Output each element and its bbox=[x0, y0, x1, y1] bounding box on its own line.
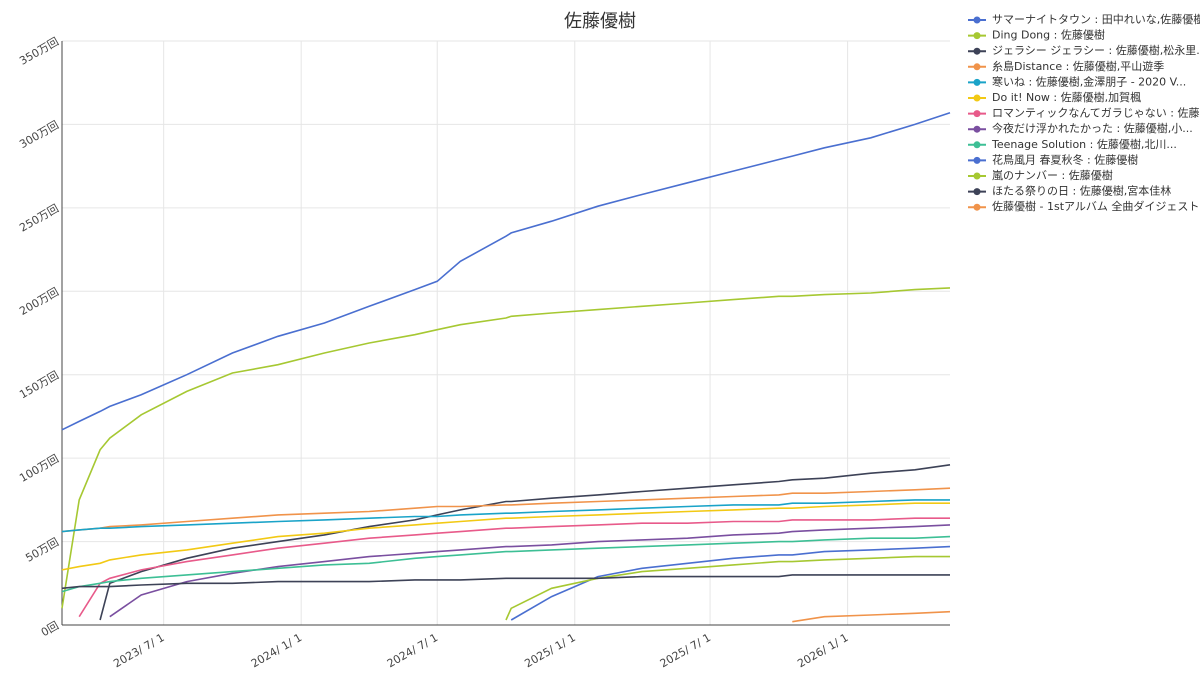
x-tick-label: 2025/ 7/ 1 bbox=[658, 631, 713, 670]
legend-label: 糸島Distance : 佐藤優樹,平山遊季 bbox=[992, 59, 1164, 73]
series-line bbox=[61, 502, 950, 571]
legend-marker bbox=[973, 94, 981, 102]
y-tick-label: 0回 bbox=[39, 619, 61, 639]
y-tick-label: 350万回 bbox=[17, 35, 61, 68]
y-tick-label: 250万回 bbox=[17, 202, 61, 235]
legend-item[interactable]: 寒いね : 佐藤優樹,金澤朋子 - 2020 V... bbox=[968, 74, 1186, 88]
legend-item[interactable]: Do it! Now : 佐藤優樹,加賀楓 bbox=[968, 90, 1141, 104]
legend-marker bbox=[973, 78, 981, 86]
series-line bbox=[61, 111, 951, 431]
legend-label: ほたる祭りの日 : 佐藤優樹,宮本佳林 bbox=[992, 184, 1171, 198]
legend-label: 寒いね : 佐藤優樹,金澤朋子 - 2020 V... bbox=[992, 74, 1186, 88]
chart-title: 佐藤優樹 bbox=[564, 11, 636, 32]
legend-marker bbox=[973, 32, 981, 40]
legend-label: Do it! Now : 佐藤優樹,加賀楓 bbox=[992, 90, 1141, 104]
legend-item[interactable]: 佐藤優樹 - 1stアルバム 全曲ダイジェスト bbox=[968, 199, 1199, 213]
series-line bbox=[792, 610, 951, 623]
legend-marker bbox=[973, 125, 981, 133]
x-tick-label: 2024/ 7/ 1 bbox=[385, 631, 440, 670]
y-tick-label: 50万回 bbox=[23, 536, 61, 565]
legend-item[interactable]: ジェラシー ジェラシー : 佐藤優樹,松永里... bbox=[968, 43, 1200, 57]
series-line bbox=[61, 487, 951, 533]
legend-item[interactable]: Teenage Solution : 佐藤優樹,北川... bbox=[968, 137, 1177, 151]
legend-item[interactable]: 花鳥風月 春夏秋冬 : 佐藤優樹 bbox=[968, 152, 1138, 166]
legend-label: ジェラシー ジェラシー : 佐藤優樹,松永里... bbox=[992, 43, 1200, 57]
legend-item[interactable]: Ding Dong : 佐藤優樹 bbox=[968, 28, 1105, 42]
y-tick-label: 200万回 bbox=[17, 285, 61, 318]
legend-marker bbox=[973, 172, 981, 180]
legend-label: 嵐のナンバー : 佐藤優樹 bbox=[992, 168, 1113, 182]
x-tick-label: 2023/ 7/ 1 bbox=[111, 631, 166, 670]
legend-item[interactable]: ロマンティックなんてガラじゃない : 佐藤... bbox=[968, 106, 1200, 120]
legend-item[interactable]: 嵐のナンバー : 佐藤優樹 bbox=[968, 168, 1113, 182]
legend-item[interactable]: ほたる祭りの日 : 佐藤優樹,宮本佳林 bbox=[968, 184, 1171, 198]
legend-label: サマーナイトタウン : 田中れいな,佐藤優樹 bbox=[992, 12, 1200, 26]
series-line bbox=[61, 499, 950, 533]
legend-label: 今夜だけ浮かれたかった : 佐藤優樹,小... bbox=[992, 121, 1193, 135]
legend-label: Teenage Solution : 佐藤優樹,北川... bbox=[991, 137, 1177, 151]
legend-marker bbox=[973, 188, 981, 196]
series-line bbox=[61, 574, 950, 590]
x-tick-label: 2024/ 1/ 1 bbox=[249, 631, 304, 670]
legend-marker bbox=[973, 110, 981, 118]
y-tick-label: 100万回 bbox=[17, 452, 61, 485]
legend-item[interactable]: 今夜だけ浮かれたかった : 佐藤優樹,小... bbox=[968, 121, 1193, 135]
legend-item[interactable]: サマーナイトタウン : 田中れいな,佐藤優樹 bbox=[968, 12, 1200, 26]
legend-marker bbox=[973, 16, 981, 24]
legend-label: 佐藤優樹 - 1stアルバム 全曲ダイジェスト bbox=[992, 199, 1199, 213]
legend-marker bbox=[973, 203, 981, 211]
y-tick-label: 150万回 bbox=[17, 369, 61, 402]
legend-marker bbox=[973, 156, 981, 164]
series-line bbox=[78, 517, 950, 618]
x-tick-label: 2025/ 1/ 1 bbox=[522, 631, 577, 670]
legend-marker bbox=[973, 141, 981, 149]
series-line bbox=[505, 555, 950, 621]
legend-label: ロマンティックなんてガラじゃない : 佐藤... bbox=[992, 106, 1200, 120]
legend-item[interactable]: 糸島Distance : 佐藤優樹,平山遊季 bbox=[968, 59, 1164, 73]
legend-marker bbox=[973, 47, 981, 55]
legend-label: 花鳥風月 春夏秋冬 : 佐藤優樹 bbox=[992, 152, 1138, 166]
series-line bbox=[61, 535, 951, 593]
series-line bbox=[99, 464, 951, 621]
legend-marker bbox=[973, 63, 981, 71]
x-tick-label: 2026/ 1/ 1 bbox=[795, 631, 850, 670]
legend-label: Ding Dong : 佐藤優樹 bbox=[992, 28, 1105, 42]
series-line bbox=[61, 287, 951, 609]
y-tick-label: 300万回 bbox=[17, 118, 61, 151]
